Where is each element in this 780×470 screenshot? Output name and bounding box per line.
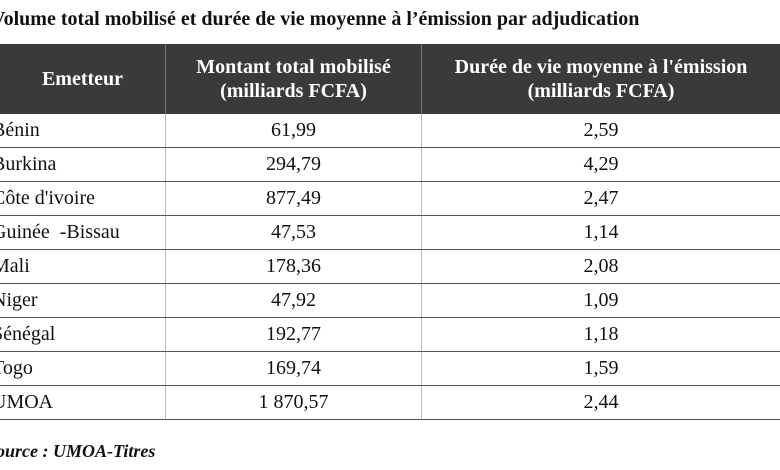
table-row: Mali 178,36 2,08	[0, 249, 780, 284]
table-row: Niger47,921,09	[0, 283, 780, 318]
table-title: Volume total mobilisé et durée de vie mo…	[0, 8, 640, 30]
table-cell: 1,14	[421, 215, 780, 250]
source-note: Source : UMOA-Titres	[0, 441, 156, 461]
column-header: Emetteur	[0, 44, 166, 114]
table-cell: Guinée -Bissau	[0, 215, 166, 250]
column-header: Montant total mobilisé (milliards FCFA)	[165, 44, 422, 114]
table-cell: 1,09	[421, 283, 780, 318]
table-cell: 2,47	[421, 181, 780, 216]
table-row: Guinée -Bissau 47,53 1,14	[0, 215, 780, 250]
table-cell: 1,18	[421, 317, 780, 352]
table-cell: UMOA	[0, 385, 166, 420]
table-row: Burkina294,794,29	[0, 147, 780, 182]
table-cell: 2,44	[421, 385, 780, 420]
column-header: Durée de vie moyenne à l'émission (milli…	[421, 44, 780, 114]
table-row: Bénin61,992,59	[0, 114, 780, 148]
table-row: UMOA1 870,572,44	[0, 385, 780, 420]
table-head: Emetteur Montant total mobilisé (milliard…	[0, 44, 780, 114]
table-cell: 877,49	[165, 181, 422, 216]
table-cell: Mali	[0, 249, 166, 284]
data-table: Emetteur Montant total mobilisé (milliard…	[0, 44, 780, 420]
table-cell: Niger	[0, 283, 166, 318]
table-cell: 2,08	[421, 249, 780, 284]
table-row: Togo169,741,59	[0, 351, 780, 386]
table-cell: 1 870,57	[165, 385, 422, 420]
table-cell: Burkina	[0, 147, 166, 182]
table-cell: Sénégal	[0, 317, 166, 352]
table-cell: 2,59	[421, 114, 780, 148]
table-cell: Togo	[0, 351, 166, 386]
table-cell: 47,92	[165, 283, 422, 318]
table-row: Côte d'ivoire 877,49 2,47	[0, 181, 780, 216]
table-cell: Côte d'ivoire	[0, 181, 166, 216]
table-cell: 294,79	[165, 147, 422, 182]
table-cell: 178,36	[165, 249, 422, 284]
table-cell: 4,29	[421, 147, 780, 182]
header-row: Emetteur Montant total mobilisé (milliard…	[0, 44, 780, 114]
table-row: Sénégal192,771,18	[0, 317, 780, 352]
table-cell: 192,77	[165, 317, 422, 352]
table-cell: 169,74	[165, 351, 422, 386]
table-cell: 47,53	[165, 215, 422, 250]
table-cell: 1,59	[421, 351, 780, 386]
table-cell: 61,99	[165, 114, 422, 148]
table-cell: Bénin	[0, 114, 166, 148]
